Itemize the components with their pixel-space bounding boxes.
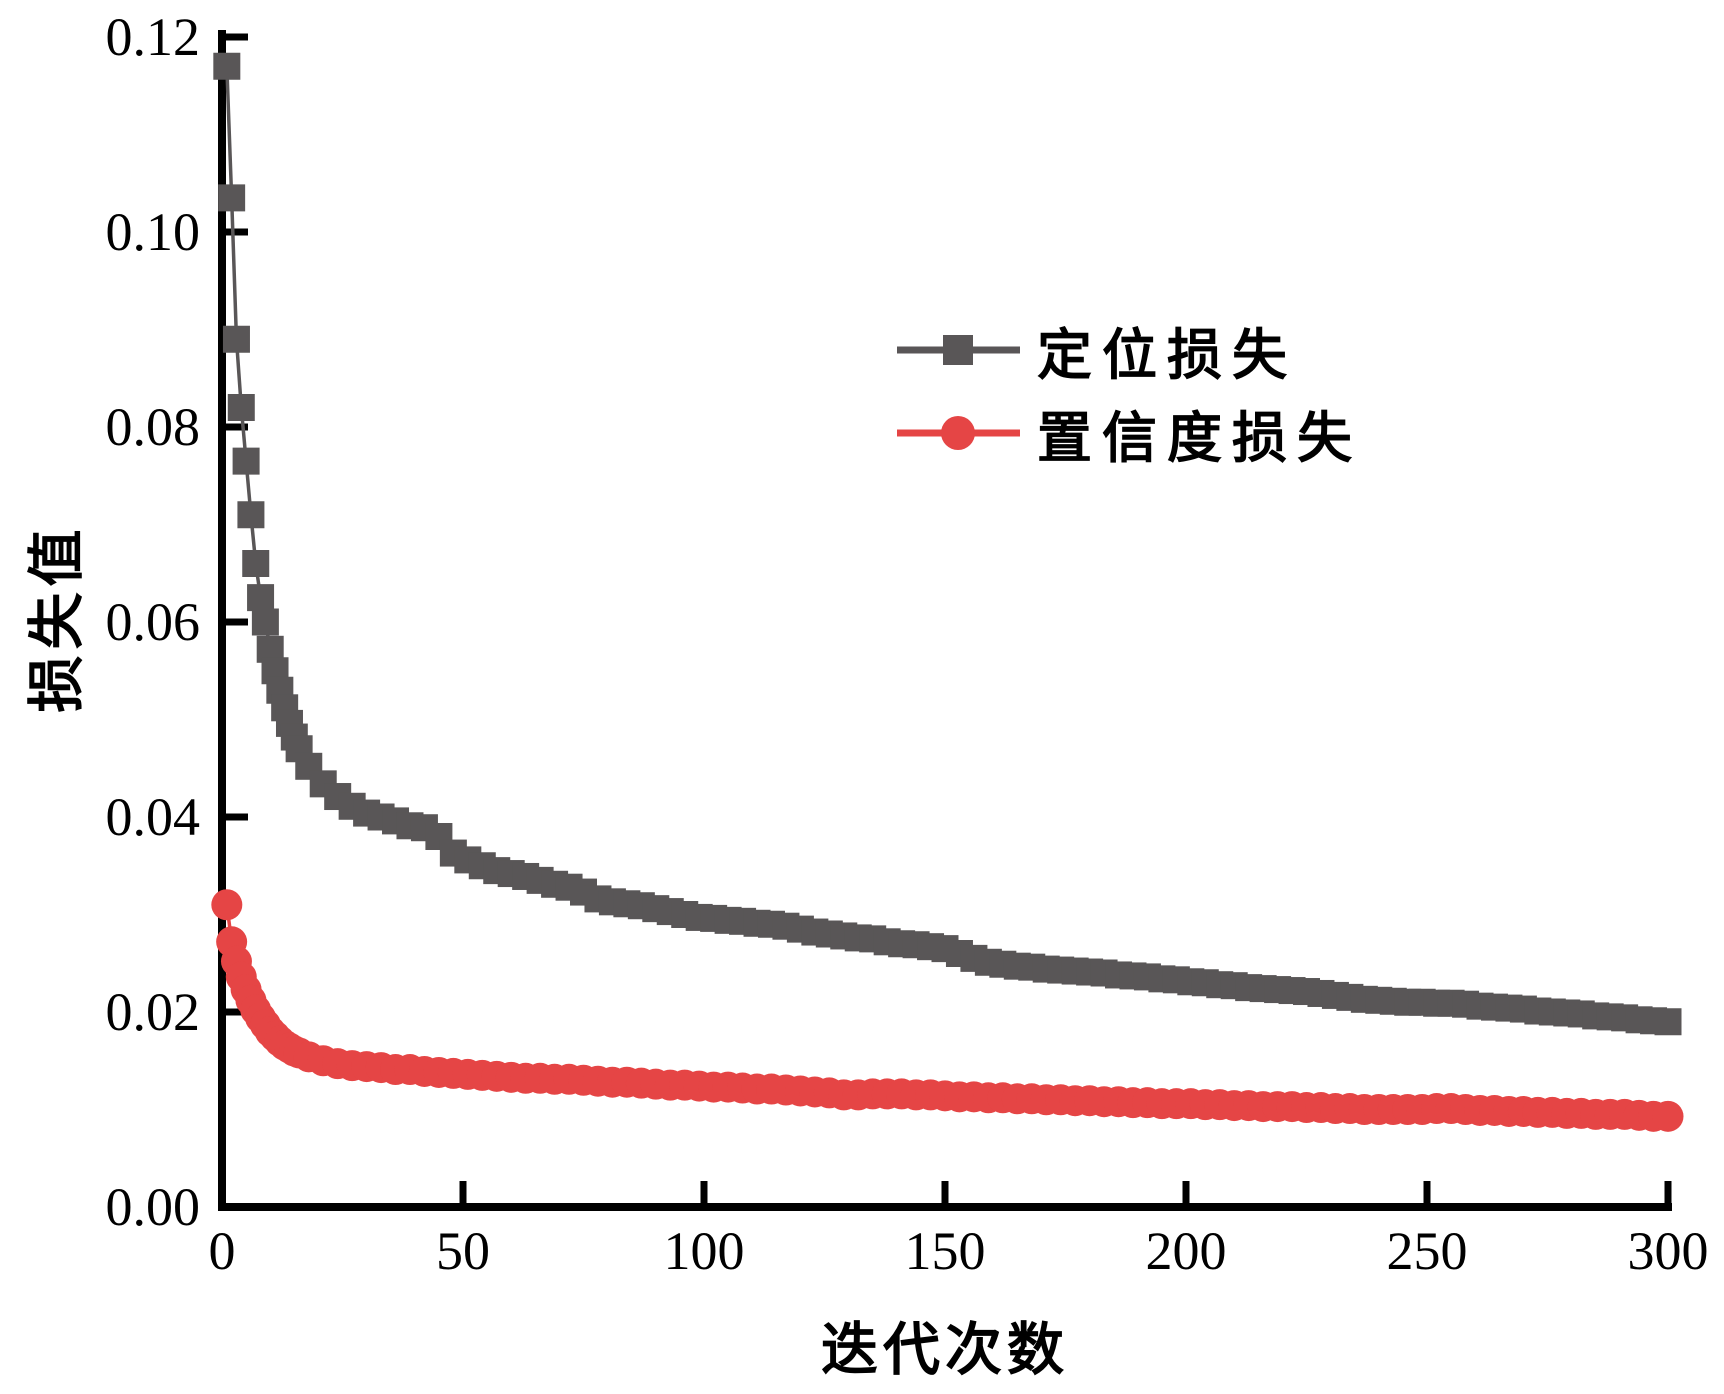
series-marker-square <box>251 608 279 636</box>
series-marker-square <box>237 501 265 529</box>
y-tick-label: 0.12 <box>106 7 201 67</box>
series-marker-square <box>227 394 255 421</box>
y-tick-label: 0.00 <box>106 1177 201 1237</box>
series-marker-square <box>242 550 270 577</box>
series-marker-square <box>222 325 250 353</box>
series-marker-square <box>247 584 275 612</box>
series-marker-square <box>232 447 260 475</box>
y-tick-label: 0.04 <box>106 787 201 847</box>
x-tick-label: 200 <box>1146 1221 1227 1281</box>
series-line-0 <box>225 66 1669 1024</box>
x-tick-label: 300 <box>1628 1221 1709 1281</box>
y-axis-title: 损失值 <box>26 523 89 713</box>
series-marker-square <box>213 52 241 80</box>
y-tick-label: 0.06 <box>106 592 201 652</box>
y-tick-label: 0.08 <box>106 397 201 457</box>
x-tick-label: 250 <box>1387 1221 1468 1281</box>
series-marker-circle <box>1652 1100 1684 1132</box>
x-tick-label: 0 <box>209 1221 236 1281</box>
x-axis-title: 迭代次数 <box>821 1319 1069 1382</box>
x-tick-label: 50 <box>436 1221 490 1281</box>
y-tick-label: 0.02 <box>106 982 201 1042</box>
legend-marker-circle <box>941 416 975 450</box>
legend-label-localization-loss: 定位损失 <box>1037 325 1298 386</box>
legend-label-confidence-loss: 置信度损失 <box>1037 408 1363 469</box>
series-marker-square <box>218 184 246 212</box>
y-tick-label: 0.10 <box>106 202 201 262</box>
legend-marker-square <box>943 335 973 365</box>
x-tick-label: 100 <box>664 1221 745 1281</box>
x-tick-label: 150 <box>905 1221 986 1281</box>
series-marker-circle <box>211 889 243 921</box>
series-marker-square <box>1654 1008 1682 1036</box>
